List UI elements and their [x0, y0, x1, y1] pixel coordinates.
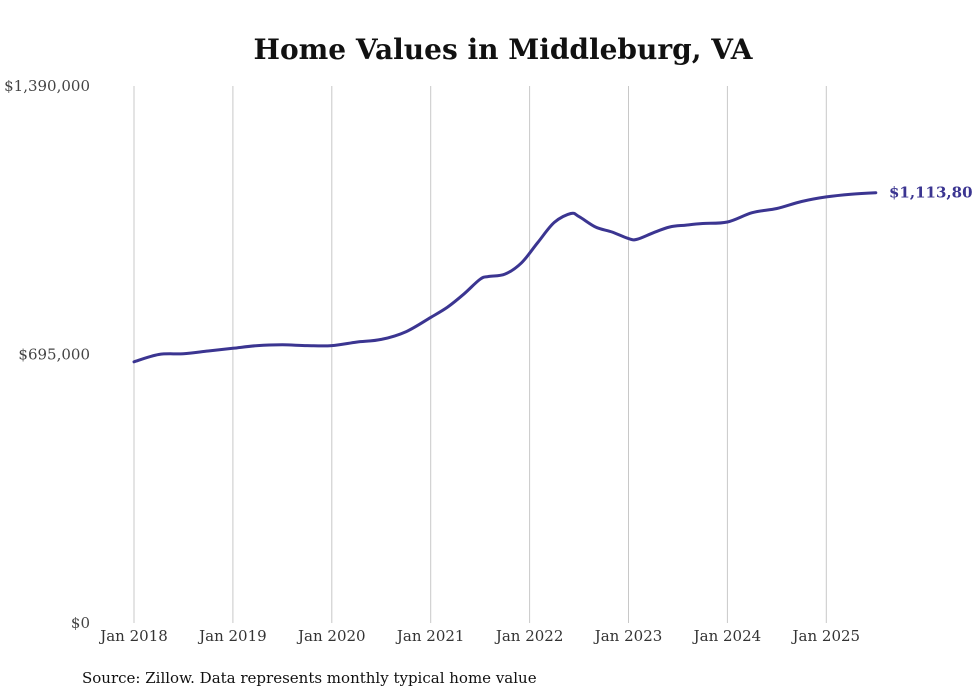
x-tick-label: Jan 2022 — [494, 627, 564, 645]
home-value-line — [132, 191, 878, 364]
x-tick-label: Jan 2019 — [197, 627, 267, 645]
x-tick-label: Jan 2024 — [692, 627, 762, 645]
gridlines — [133, 86, 827, 623]
chart-title: Home Values in Middleburg, VA — [254, 33, 754, 66]
y-tick-label: $1,390,000 — [4, 77, 90, 95]
x-tick-label: Jan 2020 — [296, 627, 366, 645]
x-axis-ticks: Jan 2018 Jan 2019 Jan 2020 Jan 2021 Jan 2022… — [98, 627, 860, 645]
x-tick-label: Jan 2021 — [395, 627, 465, 645]
y-tick-label: $695,000 — [18, 346, 90, 364]
y-tick-label: $0 — [71, 614, 90, 632]
x-tick-label: Jan 2023 — [593, 627, 663, 645]
x-tick-label: Jan 2025 — [791, 627, 861, 645]
end-value-label: $1,113,80 — [889, 184, 973, 202]
x-tick-label: Jan 2018 — [98, 627, 168, 645]
y-axis-ticks: $0 $695,000 $1,390,000 — [4, 77, 90, 632]
source-note: Source: Zillow. Data represents monthly … — [82, 669, 537, 687]
